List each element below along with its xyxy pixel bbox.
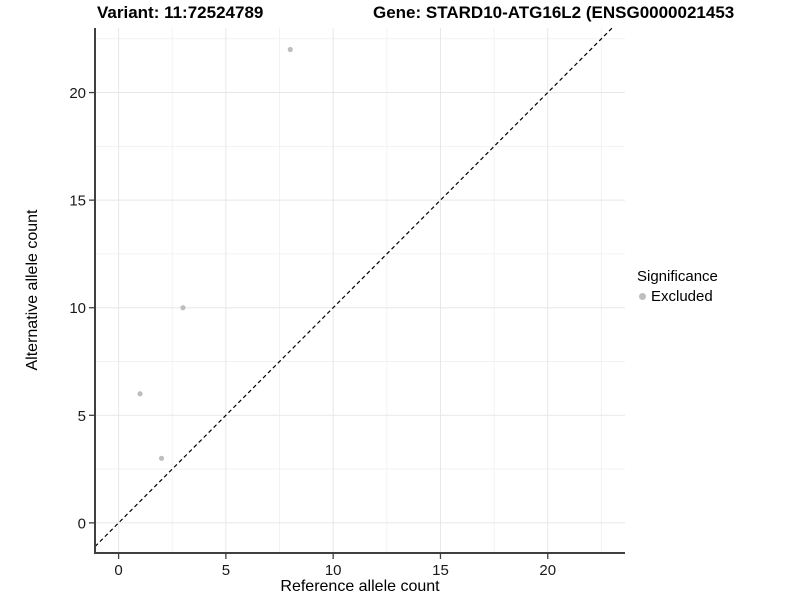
y-tick-label: 20 [69,85,86,102]
legend-entry-excluded: Excluded [637,288,718,305]
y-tick-label: 15 [69,193,86,210]
x-tick-label: 20 [539,562,556,579]
x-tick-label: 10 [325,562,342,579]
gene-title: Gene: STARD10-ATG16L2 (ENSG0000021453 [373,3,735,22]
legend: Significance Excluded [637,268,718,305]
legend-key-point-icon [639,293,646,300]
y-tick-label: 0 [78,515,86,532]
x-tick-label: 5 [222,562,230,579]
y-tick-label: 10 [69,300,86,317]
x-axis-label: Reference allele count [280,578,440,595]
data-point [158,455,165,461]
y-axis-label: Alternative allele count [24,209,41,371]
x-tick-label: 15 [432,562,449,579]
variant-title: Variant: 11:72524789 [97,3,264,22]
data-point [287,46,293,53]
y-tick-label: 5 [78,408,86,425]
legend-title: Significance [637,268,718,285]
data-point [180,305,186,311]
legend-entry-label: Excluded [651,288,713,305]
data-point [137,391,143,397]
identity-line [94,27,613,547]
x-tick-label: 0 [114,562,122,579]
